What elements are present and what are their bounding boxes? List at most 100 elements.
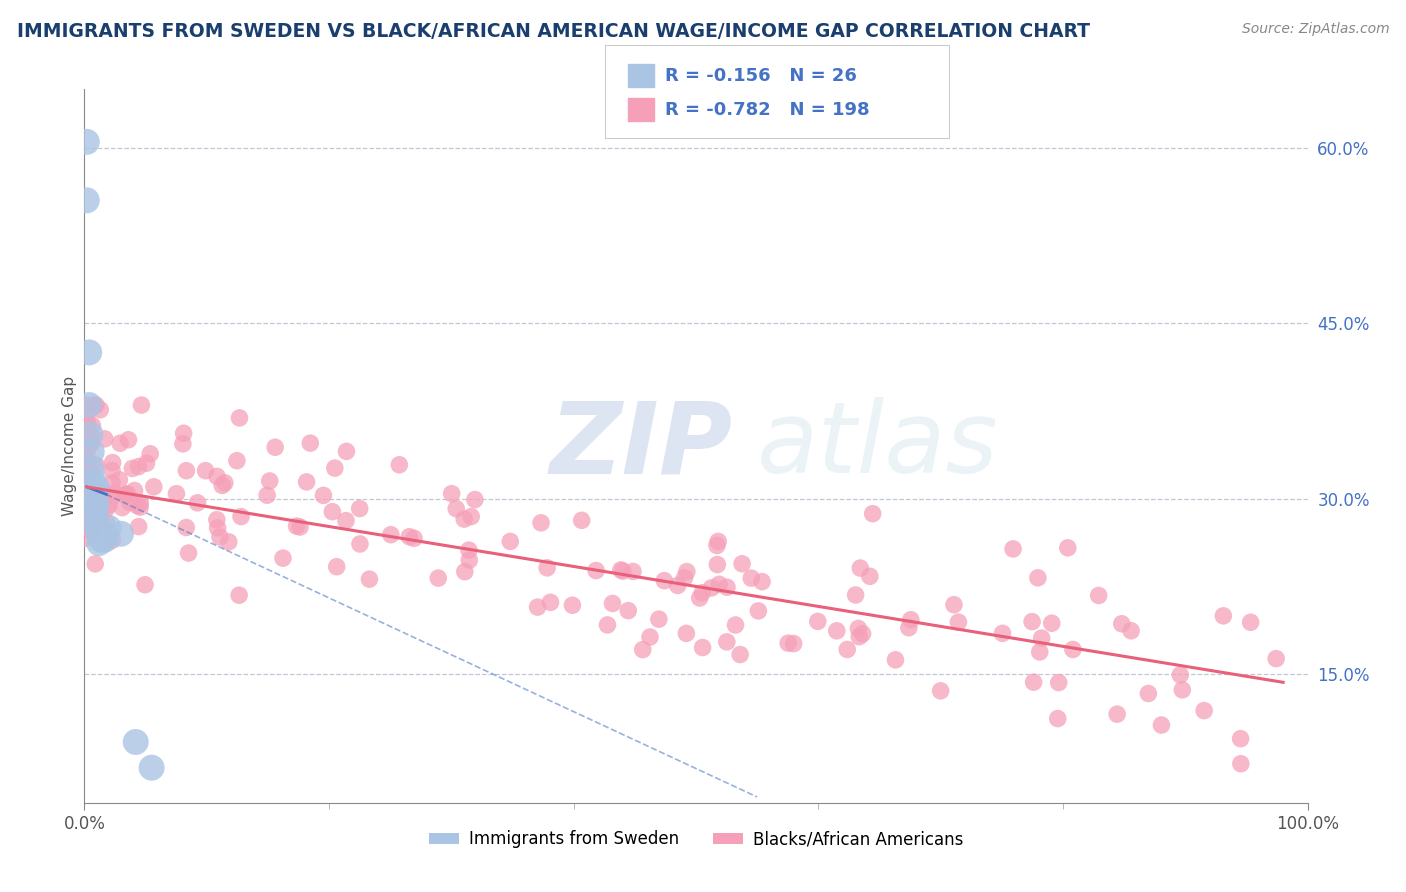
Point xyxy=(176,464,198,478)
Point xyxy=(87,526,110,541)
Point xyxy=(1150,718,1173,732)
Point xyxy=(706,558,728,572)
Point xyxy=(948,615,970,629)
Point xyxy=(706,539,728,553)
Point xyxy=(194,464,217,478)
Point xyxy=(76,398,98,412)
Point xyxy=(77,398,100,412)
Point xyxy=(256,488,278,502)
Point xyxy=(76,461,98,475)
Point xyxy=(499,534,522,549)
Point xyxy=(536,561,558,575)
Point xyxy=(118,495,141,509)
Point xyxy=(942,598,965,612)
Point xyxy=(80,437,103,451)
Point xyxy=(142,480,165,494)
Point xyxy=(617,604,640,618)
Point xyxy=(93,432,115,446)
Point xyxy=(77,506,100,520)
Point xyxy=(716,635,738,649)
Point xyxy=(1046,712,1069,726)
Point xyxy=(264,440,287,454)
Point xyxy=(747,604,769,618)
Point xyxy=(1171,682,1194,697)
Point xyxy=(1137,686,1160,700)
Point xyxy=(571,513,593,527)
Point xyxy=(1026,571,1049,585)
Point xyxy=(82,520,104,534)
Point xyxy=(1192,704,1215,718)
Point xyxy=(101,475,124,490)
Point xyxy=(73,467,96,482)
Point xyxy=(444,501,467,516)
Point xyxy=(295,475,318,489)
Point xyxy=(77,345,100,359)
Text: IMMIGRANTS FROM SWEDEN VS BLACK/AFRICAN AMERICAN WAGE/INCOME GAP CORRELATION CHA: IMMIGRANTS FROM SWEDEN VS BLACK/AFRICAN … xyxy=(17,22,1090,41)
Point xyxy=(837,642,859,657)
Point xyxy=(73,439,96,453)
Point xyxy=(458,553,481,567)
Point xyxy=(398,530,420,544)
Point xyxy=(825,624,848,638)
Point xyxy=(79,427,101,442)
Point xyxy=(205,469,228,483)
Text: R = -0.156   N = 26: R = -0.156 N = 26 xyxy=(665,67,856,85)
Point xyxy=(673,571,696,585)
Point xyxy=(271,551,294,566)
Point xyxy=(117,487,139,501)
Point xyxy=(1229,731,1251,746)
Point xyxy=(321,505,343,519)
Point xyxy=(174,520,197,534)
Point xyxy=(454,565,477,579)
Point xyxy=(540,595,562,609)
Point xyxy=(89,529,111,543)
Point xyxy=(388,458,411,472)
Point xyxy=(80,429,103,443)
Point xyxy=(323,461,346,475)
Point xyxy=(87,521,110,535)
Point xyxy=(83,498,105,512)
Point xyxy=(110,526,132,541)
Point xyxy=(86,480,108,494)
Point xyxy=(751,574,773,589)
Point xyxy=(77,458,100,472)
Point xyxy=(612,564,634,578)
Point xyxy=(1107,707,1129,722)
Point xyxy=(208,530,231,544)
Point xyxy=(1029,645,1052,659)
Point xyxy=(93,526,115,541)
Point xyxy=(228,588,250,602)
Point xyxy=(1111,616,1133,631)
Point xyxy=(862,507,884,521)
Point xyxy=(1265,651,1288,665)
Point xyxy=(1230,756,1253,771)
Point xyxy=(86,498,108,512)
Point xyxy=(111,500,134,515)
Point xyxy=(124,483,146,498)
Legend: Immigrants from Sweden, Blacks/African Americans: Immigrants from Sweden, Blacks/African A… xyxy=(422,824,970,855)
Point xyxy=(84,557,107,571)
Point xyxy=(846,622,869,636)
Y-axis label: Wage/Income Gap: Wage/Income Gap xyxy=(62,376,77,516)
Point xyxy=(884,653,907,667)
Point xyxy=(1047,675,1070,690)
Point xyxy=(121,461,143,475)
Point xyxy=(929,683,952,698)
Point xyxy=(585,564,607,578)
Point xyxy=(458,543,481,558)
Point xyxy=(73,490,96,504)
Text: R = -0.782   N = 198: R = -0.782 N = 198 xyxy=(665,101,870,119)
Point xyxy=(83,398,105,412)
Point xyxy=(173,426,195,441)
Point xyxy=(325,559,347,574)
Point xyxy=(728,648,751,662)
Point xyxy=(125,735,148,749)
Point xyxy=(460,509,482,524)
Point xyxy=(134,578,156,592)
Point xyxy=(75,521,97,535)
Point xyxy=(359,572,381,586)
Point xyxy=(716,580,738,594)
Point xyxy=(98,498,121,512)
Point xyxy=(349,501,371,516)
Point xyxy=(79,497,101,511)
